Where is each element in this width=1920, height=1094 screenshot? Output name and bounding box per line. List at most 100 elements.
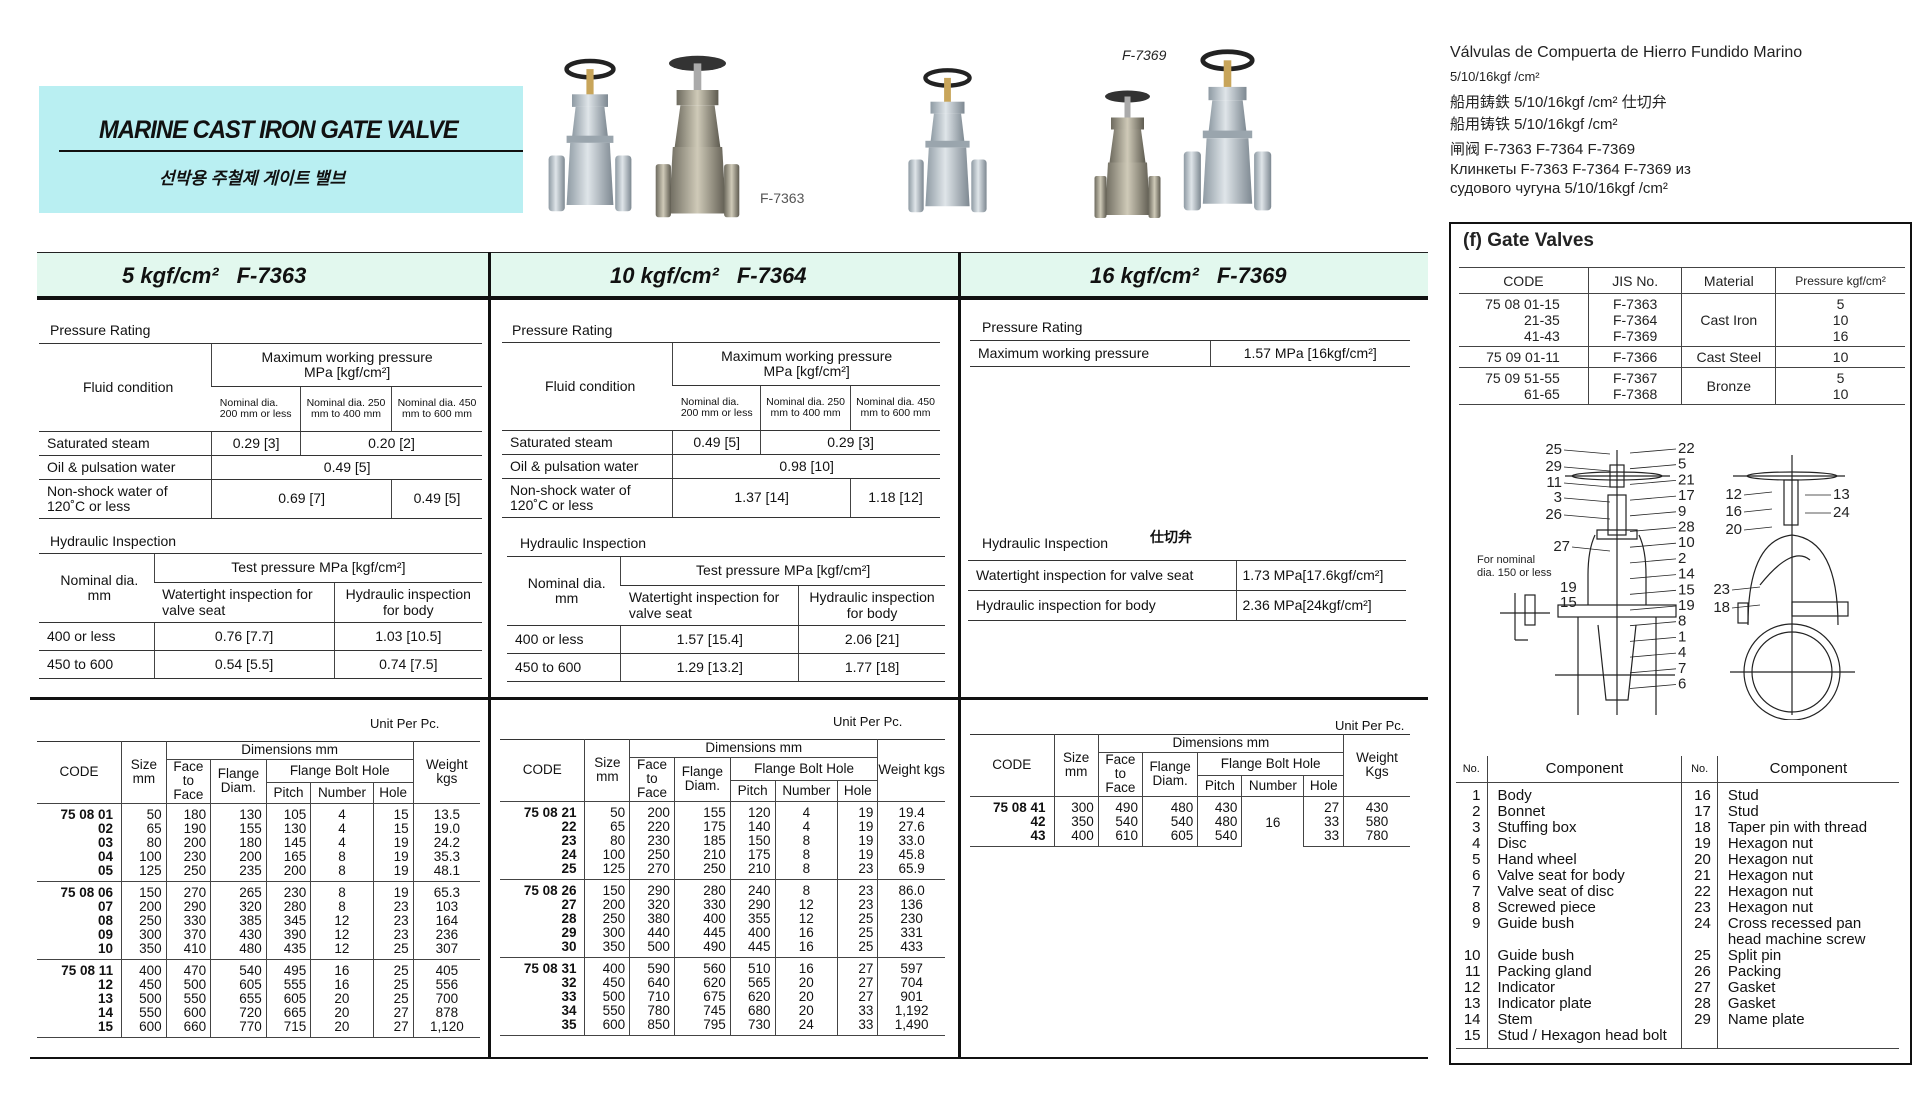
table-row: 23 80 230 185 150 8 19 33.0: [500, 833, 945, 848]
material: Cast Steel: [1681, 346, 1776, 368]
flange-diam: 745: [673, 1003, 731, 1018]
face-to-face: 370: [165, 927, 212, 942]
weight: 405: [412, 959, 480, 978]
hole: 23: [837, 879, 879, 898]
flange-diam: 280: [673, 879, 731, 898]
table-row: 43 400 610 605 540 33 780: [970, 828, 1410, 847]
bolt-number: 4: [774, 819, 839, 834]
pitch: 120: [729, 801, 776, 820]
nominal-dia-header: Nominal dia. 450 mm to 600 mm: [390, 386, 482, 432]
part-callout: 24: [1833, 504, 1850, 521]
fluid-condition: Oil & pulsation water: [39, 455, 212, 480]
part-number: 10: [1463, 946, 1481, 964]
part-callout: 25: [1545, 441, 1562, 458]
hole: 33: [1303, 814, 1345, 829]
flange-diam: 330: [673, 897, 731, 912]
pitch: 290: [729, 897, 776, 912]
hydraulic-row: 450 to 600 0.54 [5.5] 0.74 [7.5]: [39, 650, 482, 679]
part-number: 6: [1472, 866, 1481, 884]
code: 22: [500, 819, 586, 834]
pressure-value: 0.20 [2]: [299, 431, 482, 456]
leader-line: [1571, 546, 1611, 552]
part-name: Split pin: [1716, 947, 1899, 964]
face-to-face-header: Face to Face: [629, 757, 675, 802]
max-working-pressure-label: Maximum working pressure: [970, 340, 1210, 367]
part-name: Packing gland: [1486, 963, 1682, 980]
part-name: Hexagon nut: [1716, 867, 1899, 884]
dimensions-header: Dimensions mm: [629, 739, 879, 758]
part-callout: 19: [1560, 579, 1577, 596]
gate-valves-row: 75 08 01-15 21-35 41-43 F-7363 F-7364 F-7369 C…: [1459, 293, 1905, 347]
page-title: MARINE CAST IRON GATE VALVE: [99, 116, 459, 144]
part-number: 9: [1472, 914, 1481, 932]
section-pressure: 10 kgf/cm²: [610, 263, 719, 288]
pitch: 165: [265, 849, 312, 864]
pitch: 280: [265, 899, 312, 914]
leader-line: [1629, 605, 1677, 611]
face-to-face: 290: [165, 899, 212, 914]
header-line: Maximum working pressure: [261, 348, 433, 365]
page-subtitle-korean: 선박용 주철제 게이트 밸브: [159, 169, 346, 188]
name-chinese-codes: 闸阀 F-7363 F-7364 F-7369: [1450, 141, 1636, 158]
code: 15: [37, 1019, 123, 1038]
hole: 25: [837, 911, 879, 926]
valve-photo-f7364: [905, 60, 990, 225]
weight: 1,490: [877, 1017, 945, 1036]
weight: 48.1: [412, 863, 480, 882]
bottom-rule: [30, 1057, 1428, 1059]
code: 04: [37, 849, 123, 864]
unit-label: Unit Per Pc.: [1335, 718, 1405, 733]
face-to-face: 200: [165, 835, 212, 850]
part-name: [1716, 1027, 1899, 1049]
fluid-condition: Saturated steam: [39, 431, 212, 456]
dimensions-table-16kgf: CODE Size mm Dimensions mm Weight Kgs Face t…: [970, 734, 1410, 847]
part-callout: 7: [1678, 660, 1686, 677]
table-row: 12 450 500 605 555 16 25 556: [37, 977, 480, 992]
hole-header: Hole: [1303, 775, 1344, 797]
test-pressure-header: Test pressure MPa [kgf/cm²]: [620, 556, 945, 586]
code: 29: [500, 925, 586, 940]
face-to-face: 250: [629, 847, 675, 862]
face-to-face: 640: [629, 975, 675, 990]
bolt-number: 12: [310, 941, 374, 960]
pressure-row: Oil & pulsation water 0.98 [10]: [502, 454, 940, 479]
valve-photo-f7369-small: [1090, 85, 1165, 225]
list-item: 4 Disc 19 Hexagon nut: [1456, 835, 1899, 852]
pitch: 105: [265, 803, 312, 822]
table-row: 28 250 380 400 355 12 25 230: [500, 911, 945, 926]
bolt-number: 12: [310, 913, 374, 928]
pitch: 430: [1197, 796, 1243, 815]
pressure-value: 0.29 [3]: [760, 430, 940, 455]
list-item: 7 Valve seat of disc 22 Hexagon nut: [1456, 883, 1899, 900]
flange-diam: 210: [673, 847, 731, 862]
leader-line: [1629, 495, 1677, 501]
flange-diam: 175: [673, 819, 731, 834]
code: 75 09 51-55 61-65: [1459, 367, 1589, 405]
table-row: 35 600 850 795 730 24 33 1,490: [500, 1017, 945, 1036]
section-code: F-7364: [736, 263, 807, 288]
weight: 700: [412, 991, 480, 1006]
header-line: Maximum working pressure: [721, 347, 893, 364]
flange-bolt-hole-header: Flange Bolt Hole: [1197, 752, 1344, 777]
weight: 1,120: [412, 1019, 480, 1038]
pressure-row: Oil & pulsation water 0.49 [5]: [39, 455, 482, 480]
gate-valves-row: 75 09 01-11 F-7366 Cast Steel 10: [1459, 346, 1905, 368]
number-header: Number: [1241, 775, 1305, 797]
weight: 901: [877, 989, 945, 1004]
part-callout: 8: [1678, 613, 1686, 630]
part-name: Taper pin with thread: [1716, 819, 1899, 836]
leader-line: [1563, 449, 1611, 455]
number-header: No.: [1456, 756, 1487, 783]
flange-diam-header: Flange Diam.: [673, 757, 731, 802]
part-callout: 26: [1545, 506, 1562, 523]
table-row: 22 65 220 175 140 4 19 27.6: [500, 819, 945, 834]
code: 34: [500, 1003, 586, 1018]
pitch: 200: [265, 863, 312, 882]
hole: 27: [837, 975, 879, 990]
part-callout: 14: [1678, 566, 1695, 583]
size: 200: [121, 899, 167, 914]
face-to-face: 660: [165, 1019, 212, 1038]
part-number: 25: [1681, 947, 1718, 964]
pitch: 510: [729, 957, 776, 976]
dimensions-table-10kgf: CODE Size mm Dimensions mm Weight kgs Face t…: [500, 739, 945, 1036]
